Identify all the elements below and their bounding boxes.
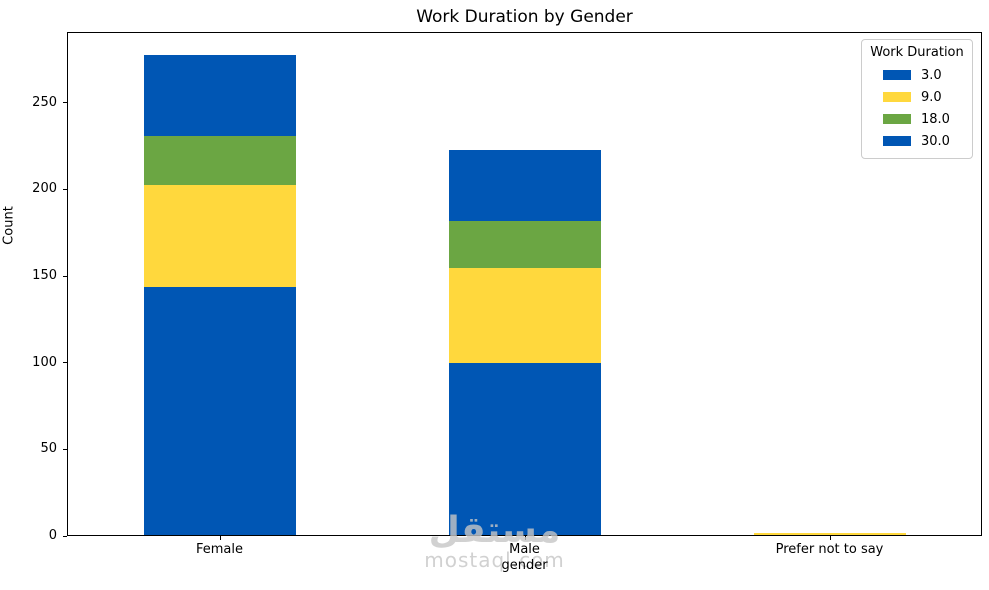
bar-segment-18.0	[448, 221, 601, 269]
x-tick-label: Female	[195, 542, 244, 557]
y-tick-mark	[63, 535, 67, 537]
y-axis-label: Count	[1, 206, 17, 245]
legend-swatch-icon	[883, 92, 911, 102]
x-tick-mark	[829, 536, 831, 540]
y-tick-label: 50	[40, 441, 57, 457]
y-tick-mark	[63, 275, 67, 277]
y-tick-mark	[63, 188, 67, 190]
bar-segment-30.0	[143, 55, 296, 137]
chart-title: Work Duration by Gender	[416, 7, 633, 27]
legend-swatch-icon	[883, 114, 911, 124]
bar-segment-9.0	[143, 184, 296, 288]
legend-item-label: 18.0	[921, 111, 950, 127]
legend-item-label: 30.0	[921, 133, 950, 149]
legend-item-30.0: 30.0	[862, 130, 972, 152]
bar-segment-18.0	[143, 136, 296, 185]
x-tick-mark	[524, 536, 526, 540]
y-tick-mark	[63, 102, 67, 104]
x-axis-label: gender	[501, 558, 548, 573]
legend: Work Duration 3.0 9.0 18.0 30.0	[861, 39, 973, 159]
bar-segment-3.0	[448, 363, 601, 535]
y-tick-mark	[63, 448, 67, 450]
legend-item-18.0: 18.0	[862, 108, 972, 130]
x-tick-label: Male	[509, 542, 540, 557]
x-tick-label: Prefer not to say	[775, 542, 884, 557]
legend-swatch-icon	[883, 136, 911, 146]
legend-title: Work Duration	[870, 45, 964, 60]
y-tick-label: 200	[32, 181, 57, 197]
y-tick-label: 0	[48, 528, 57, 543]
y-tick-label: 150	[32, 268, 57, 284]
legend-item-9.0: 9.0	[862, 86, 972, 108]
y-tick-label: 100	[32, 354, 57, 370]
bar-segment-9.0	[448, 268, 601, 364]
plot-area	[67, 32, 982, 536]
legend-item-3.0: 3.0	[862, 64, 972, 86]
bar-segment-3.0	[143, 287, 296, 535]
legend-item-label: 3.0	[921, 67, 942, 83]
y-tick-mark	[63, 362, 67, 364]
x-tick-mark	[219, 536, 221, 540]
legend-swatch-icon	[883, 70, 911, 80]
y-tick-label: 250	[32, 94, 57, 110]
bar-segment-30.0	[448, 150, 601, 222]
bar-segment-9.0	[753, 533, 906, 535]
legend-item-label: 9.0	[921, 89, 942, 105]
